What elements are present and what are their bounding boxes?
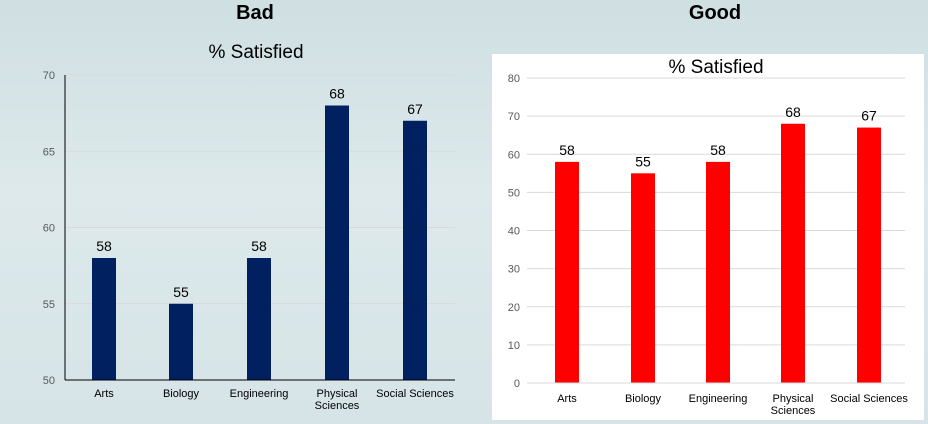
- bar: [169, 303, 193, 380]
- bar: [247, 258, 271, 380]
- y-tick-label: 0: [514, 378, 520, 390]
- data-label: 68: [785, 104, 801, 120]
- x-tick-label: Biology: [163, 388, 200, 400]
- x-tick-label: Physical Sciences: [771, 393, 816, 417]
- bar: [92, 258, 116, 380]
- y-tick-label: 40: [508, 226, 520, 238]
- data-label: 58: [251, 238, 267, 254]
- x-tick-label: Engineering: [689, 393, 748, 405]
- y-tick-label: 20: [508, 302, 520, 314]
- y-tick-label: 50: [508, 187, 520, 199]
- bar: [631, 173, 655, 383]
- y-tick-label: 70: [508, 111, 520, 123]
- y-tick-label: 30: [508, 264, 520, 276]
- data-label: 58: [710, 142, 726, 158]
- y-tick-label: 60: [508, 149, 520, 161]
- y-tick-label: 10: [508, 340, 520, 352]
- chart-title: % Satisfied: [668, 57, 763, 78]
- x-tick-label: Biology: [625, 393, 662, 405]
- data-label: 58: [96, 238, 112, 254]
- y-tick-label: 50: [43, 375, 55, 387]
- y-tick-label: 80: [508, 73, 520, 85]
- y-tick-label: 60: [43, 223, 55, 235]
- data-label: 55: [635, 153, 651, 169]
- data-label: 67: [407, 101, 423, 117]
- y-tick-label: 70: [43, 70, 55, 82]
- bar: [857, 127, 881, 383]
- chart-title: % Satisfied: [208, 42, 303, 63]
- bar: [403, 120, 427, 380]
- x-tick-label: Social Sciences: [830, 393, 908, 405]
- y-tick-label: 65: [43, 146, 55, 158]
- x-tick-label: Social Sciences: [376, 388, 454, 400]
- bar: [781, 123, 805, 383]
- data-label: 55: [173, 284, 189, 300]
- y-tick-label: 55: [43, 299, 55, 311]
- data-label: 67: [861, 108, 877, 124]
- data-label: 58: [559, 142, 575, 158]
- bar: [325, 105, 349, 380]
- bad-heading: Bad: [236, 2, 274, 24]
- good-heading: Good: [688, 2, 742, 24]
- bar: [555, 161, 579, 383]
- x-tick-label: Arts: [557, 393, 577, 405]
- bar: [706, 161, 730, 383]
- x-tick-label: Arts: [94, 388, 114, 400]
- x-tick-label: Engineering: [230, 388, 289, 400]
- x-tick-label: Physical Sciences: [315, 388, 360, 412]
- data-label: 68: [329, 86, 345, 102]
